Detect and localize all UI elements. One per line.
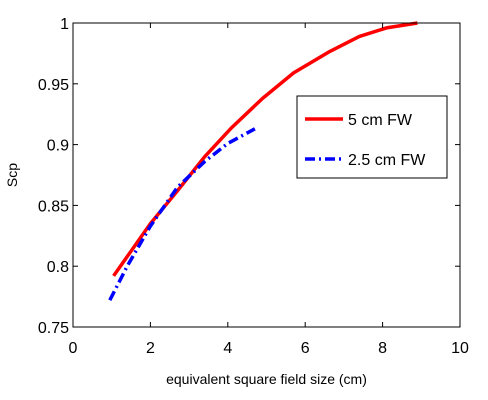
legend-label-1: 5 cm FW [348, 112, 413, 129]
plot-frame [72, 22, 461, 328]
axis-ticks: 0 2 4 6 8 10 0.75 0.8 0.85 0.9 0.95 1 [38, 16, 469, 357]
y-tick-label: 0.85 [38, 198, 69, 215]
x-tick-label: 8 [378, 340, 387, 357]
x-tick-label: 10 [451, 340, 469, 357]
x-tick-label: 6 [301, 340, 310, 357]
legend-box [296, 95, 448, 179]
plot-area [108, 21, 418, 301]
y-tick-label: 0.95 [38, 77, 69, 94]
x-axis-label: equivalent square field size (cm) [166, 371, 367, 387]
legend: 5 cm FW 2.5 cm FW [296, 95, 448, 179]
x-tick-label: 4 [223, 340, 232, 357]
series-line-2 [108, 127, 256, 301]
legend-label-2: 2.5 cm FW [348, 152, 426, 169]
y-tick-label: 0.8 [47, 259, 69, 276]
x-tick-label: 2 [146, 340, 155, 357]
x-tick-label: 0 [69, 340, 78, 357]
y-tick-label: 0.75 [38, 320, 69, 337]
y-axis-label: Scp [4, 163, 20, 187]
y-tick-label: 0.9 [47, 138, 69, 155]
y-tick-label: 1 [60, 16, 69, 33]
